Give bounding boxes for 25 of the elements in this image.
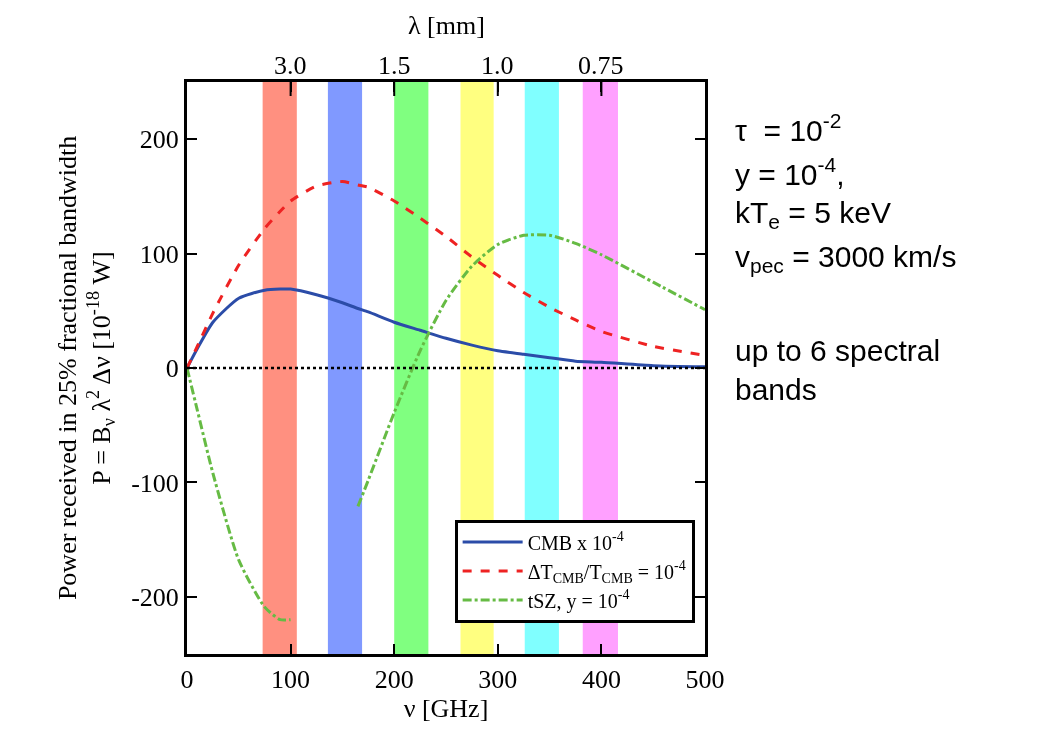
text: kT$_{e}$ = 5 keV [735, 196, 891, 234]
text: v$_{pec}$ = 3000 km/s [735, 240, 957, 278]
y-tick-label: 200 [139, 125, 179, 155]
x-tick-label: 100 [271, 665, 311, 695]
text: λ [mm] [408, 11, 485, 40]
annotation: 1.5 [378, 51, 411, 80]
line-series [187, 287, 705, 370]
annotation: 3.0 [274, 51, 307, 80]
x-axis-title: ν [GHz] [403, 694, 489, 724]
legend-label: tSZ, y = 10$^{-4}$ [527, 587, 630, 613]
text: τ = 10$^{-2}$ [735, 109, 842, 147]
y-tick-label: -200 [131, 582, 179, 612]
y-tick-label: -100 [131, 468, 179, 498]
x-tick-label: 300 [478, 665, 518, 695]
legend-label: CMB x 10$^{-4}$ [527, 529, 624, 554]
y-tick-label: 0 [165, 354, 179, 384]
text: up to 6 spectral bands [735, 334, 941, 406]
legend-label: ΔT$_{CMB}$/T$_{CMB}$ = 10$^{-4}$ [527, 558, 686, 587]
x-tick-label: 400 [581, 665, 621, 695]
x-tick-label: 500 [685, 665, 725, 695]
annotation: 0.75 [578, 51, 624, 80]
annotation: 1.0 [481, 51, 514, 80]
x-tick-label: 200 [374, 665, 414, 695]
text: y = 10$^{-4}$, [735, 153, 845, 191]
y-tick-label: 100 [139, 239, 179, 269]
